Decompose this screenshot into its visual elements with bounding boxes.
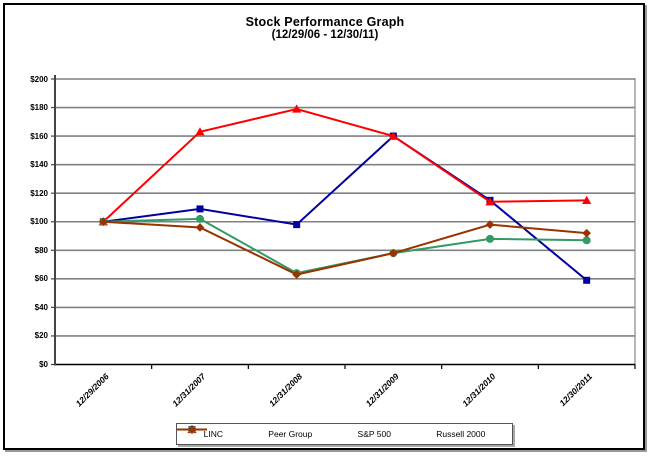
chart-legend: LINC Peer Group S&P 500 Russell 2000 [176, 423, 513, 445]
series-line-russell-2000 [103, 220, 587, 276]
x-axis-label: 12/31/2007 [170, 370, 208, 408]
marker-russell-2000-5 [582, 228, 591, 238]
marker-russell-2000-1 [195, 223, 205, 232]
y-axis-label: $20 [34, 331, 48, 341]
legend-item-russell-2000: Russell 2000 [177, 425, 486, 439]
marker-peer-group-5 [582, 195, 592, 204]
legend-label: LINC [203, 429, 224, 439]
y-axis-label: $140 [30, 160, 48, 170]
y-axis-label: $100 [30, 217, 48, 227]
marker-peer-group-3 [388, 131, 398, 140]
marker-s-p-500-1 [196, 214, 204, 223]
x-axis-label: 12/30/2011 [557, 371, 594, 408]
chart-subtitle: (12/29/06 - 12/30/11) [271, 29, 379, 41]
marker-peer-group-2 [292, 104, 302, 113]
marker-s-p-500-4 [486, 234, 494, 243]
y-axis-label: $180 [30, 103, 48, 113]
marker-linc-2 [293, 221, 301, 229]
chart-title: Stock Performance Graph [245, 15, 405, 29]
y-axis-label: $60 [34, 274, 48, 284]
legend-label: Peer Group [268, 429, 313, 439]
marker-peer-group-4 [485, 197, 495, 206]
series-peer-group [98, 104, 592, 226]
y-axis-label: $120 [30, 188, 48, 198]
marker-linc-5 [583, 276, 591, 284]
series-line-linc [103, 134, 588, 282]
marker-russell-2000-3 [389, 248, 398, 258]
x-axis-label: 12/29/2006 [74, 371, 111, 408]
legend-label: S&P 500 [357, 429, 391, 439]
marker-russell-2000-2 [292, 270, 301, 279]
y-axis-label: $0 [39, 360, 48, 369]
legend-marker-shape [187, 425, 197, 434]
marker-russell-2000-4 [485, 220, 495, 229]
series-s-p-500 [99, 214, 591, 278]
legend-item-peer-group: Peer Group [177, 424, 313, 439]
marker-linc-1 [196, 205, 204, 213]
marker-russell-2000-0 [99, 217, 108, 227]
legend-marker-russell-2000 [177, 425, 207, 434]
marker-s-p-500-5 [582, 236, 591, 245]
chart-frame [3, 3, 645, 450]
y-axis-label: $160 [30, 131, 48, 141]
series-line-peer-group [102, 107, 587, 223]
legend-item-s-p-500: S&P 500 [177, 425, 391, 439]
x-axis-label: 12/31/2009 [364, 371, 401, 408]
marker-peer-group-1 [195, 127, 205, 136]
y-axis-label: $40 [34, 302, 48, 312]
y-axis-label: $200 [30, 74, 48, 84]
y-axis-label: $80 [34, 245, 48, 255]
x-axis-label: 12/31/2010 [460, 371, 497, 408]
series-russell-2000 [99, 217, 591, 279]
legend-label: Russell 2000 [436, 429, 486, 439]
x-axis-label: 12/31/2008 [267, 371, 304, 408]
